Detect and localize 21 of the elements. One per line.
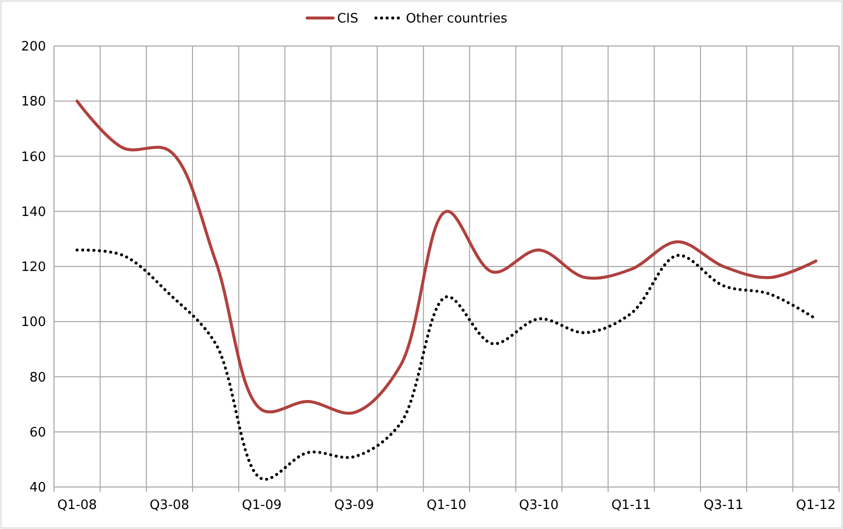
y-tick-label: 140 [21,204,46,220]
y-tick-label: 100 [21,315,46,330]
x-tick-label: Q1-09 [242,498,282,513]
x-tick-label: Q3-08 [150,498,190,513]
legend-label: Other countries [406,12,508,27]
x-tick-label: Q1-11 [611,498,652,513]
y-tick-label: 180 [21,94,46,110]
y-tick-label: 40 [29,480,46,496]
x-tick-label: Q3-11 [704,498,744,513]
x-tick-label: Q1-10 [426,498,466,513]
x-tick-label: Q3-10 [518,498,559,513]
legend-label: CIS [337,12,358,27]
y-tick-label: 120 [21,260,46,276]
y-tick-label: 80 [29,370,46,386]
x-tick-label: Q1-08 [57,498,97,513]
x-tick-label: Q3-09 [334,498,374,513]
line-series [76,100,818,414]
x-tick-label: Q1-12 [796,498,836,513]
y-tick-label: 200 [21,40,46,55]
y-tick-label: 160 [21,150,46,165]
y-tick-label: 60 [29,425,46,440]
